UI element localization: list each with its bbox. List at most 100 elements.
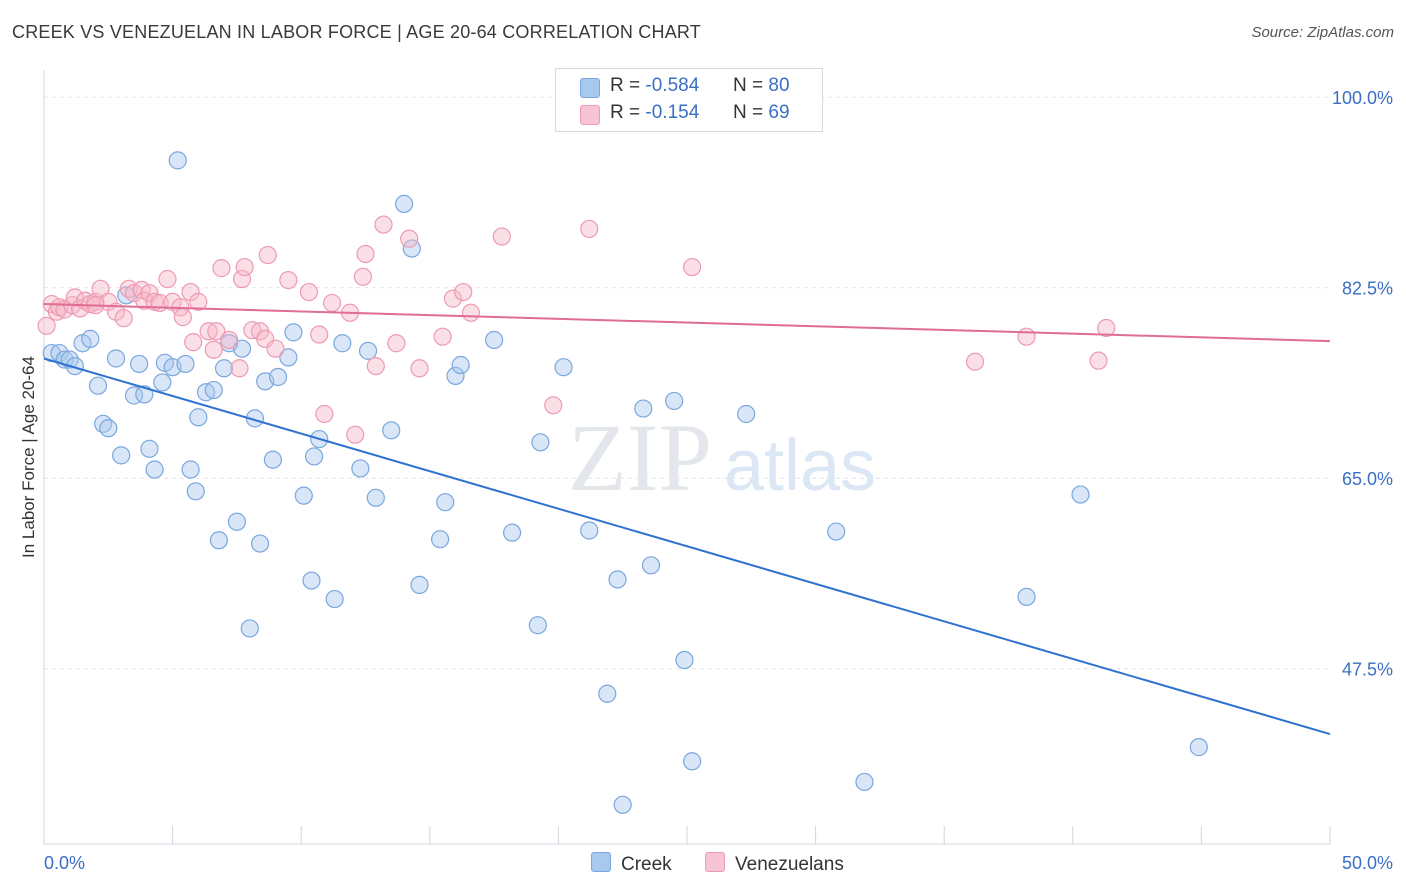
creek-point xyxy=(485,330,504,350)
venezuelan-point xyxy=(492,227,511,246)
legend-n-value-creek: 80 xyxy=(768,75,790,96)
venezuelan-point xyxy=(366,357,385,376)
venezuelan-point xyxy=(207,322,226,341)
creek-point xyxy=(554,358,573,377)
creek-point xyxy=(227,512,246,531)
creek-point xyxy=(333,334,352,353)
venezuelan-point xyxy=(346,425,365,444)
creek-point xyxy=(304,447,324,466)
legend-r-value-venezuelans: -0.154 xyxy=(645,102,700,123)
venezuelan-point xyxy=(220,330,239,350)
venezuelan-point xyxy=(212,259,231,278)
venezuelan-point xyxy=(433,327,452,346)
venezuelan-point xyxy=(454,282,473,302)
venezuelan-point xyxy=(37,316,56,335)
venezuelan-point xyxy=(374,215,393,234)
creek-point xyxy=(410,575,429,595)
venezuelan-point xyxy=(310,325,329,344)
creek-point xyxy=(608,570,627,589)
creek-point xyxy=(181,460,200,479)
venezuelan-point xyxy=(1017,327,1036,346)
creek-point xyxy=(189,408,208,427)
creek-point xyxy=(99,419,118,438)
creek-point xyxy=(358,341,378,360)
y-tick-label: 47.5% xyxy=(1342,660,1393,680)
venezuelan-point xyxy=(387,334,406,353)
venezuelans-swatch xyxy=(705,852,725,872)
creek-point xyxy=(675,650,694,670)
y-axis-label: In Labor Force | Age 20-64 xyxy=(19,356,38,558)
source-label: Source: ZipAtlas.com xyxy=(1251,24,1394,41)
venezuelan-point xyxy=(1089,351,1108,370)
venezuelan-point xyxy=(544,396,563,415)
creek-point xyxy=(294,486,313,505)
venezuelan-point xyxy=(683,257,702,277)
venezuelan-point xyxy=(353,267,373,286)
creek-point xyxy=(88,376,108,395)
creek-point xyxy=(528,616,547,635)
venezuelan-point xyxy=(965,352,985,371)
creek-swatch xyxy=(580,78,600,98)
venezuelan-point xyxy=(65,288,84,307)
bottom-legend-venezuelans-label: Venezuelans xyxy=(735,854,844,875)
creek-point xyxy=(325,589,344,609)
venezuelan-point xyxy=(461,303,481,322)
creek-point xyxy=(634,399,653,418)
venezuelans-swatch xyxy=(580,105,600,125)
legend-n-label: N = xyxy=(733,75,764,96)
venezuelan-point xyxy=(400,229,419,248)
venezuelan-point xyxy=(199,322,218,341)
bottom-legend-venezuelans: Venezuelans xyxy=(705,852,844,876)
legend-r-value-creek: -0.584 xyxy=(645,75,700,96)
creek-point xyxy=(284,323,303,342)
creek-point xyxy=(382,421,401,440)
venezuelan-point xyxy=(315,404,334,424)
bottom-legend-creek: Creek xyxy=(591,852,672,876)
venezuelan-point xyxy=(235,257,254,277)
creek-point xyxy=(1071,485,1090,504)
venezuelan-point xyxy=(279,271,298,290)
venezuelan-point xyxy=(443,289,463,308)
venezuelan-point xyxy=(181,282,200,302)
correlation-legend: R = -0.584 N = 80 R = -0.154 N = 69 xyxy=(555,68,823,132)
creek-swatch xyxy=(591,852,611,872)
creek-point xyxy=(827,522,846,541)
x-tick-label: 50.0% xyxy=(1342,853,1393,873)
venezuelan-point xyxy=(580,219,599,239)
creek-point xyxy=(351,459,370,478)
creek-point xyxy=(209,531,228,550)
creek-point xyxy=(580,521,599,540)
creek-point xyxy=(446,366,465,385)
venezuelan-point xyxy=(258,245,277,265)
y-tick-label: 65.0% xyxy=(1342,469,1393,489)
bottom-legend-creek-label: Creek xyxy=(621,854,672,875)
creek-trend-line xyxy=(43,357,1331,736)
legend-r-label: R = xyxy=(610,102,641,123)
venezuelan-point xyxy=(410,359,429,378)
creek-point xyxy=(250,534,270,553)
creek-point xyxy=(263,450,283,469)
venezuelan-point xyxy=(322,293,342,313)
creek-point xyxy=(106,349,126,368)
venezuelan-point xyxy=(184,333,203,352)
creek-point xyxy=(503,523,522,542)
creek-point xyxy=(855,772,874,792)
creek-point xyxy=(394,194,414,213)
legend-n-label: N = xyxy=(733,102,764,123)
x-tick-label: 0.0% xyxy=(44,853,85,873)
venezuelan-point xyxy=(114,309,133,328)
creek-point xyxy=(302,571,321,590)
creek-point xyxy=(366,488,385,507)
creek-point xyxy=(81,329,100,348)
creek-point xyxy=(214,359,234,378)
watermark-zip: ZIP xyxy=(568,404,712,511)
venezuelan-point xyxy=(204,340,223,359)
venezuelan-trend-line xyxy=(43,303,1331,343)
creek-point xyxy=(204,380,223,400)
creek-point-group xyxy=(42,151,1208,814)
venezuelan-point xyxy=(356,244,375,264)
creek-point xyxy=(1017,587,1036,606)
creek-point xyxy=(436,493,455,512)
creek-point xyxy=(641,556,661,575)
